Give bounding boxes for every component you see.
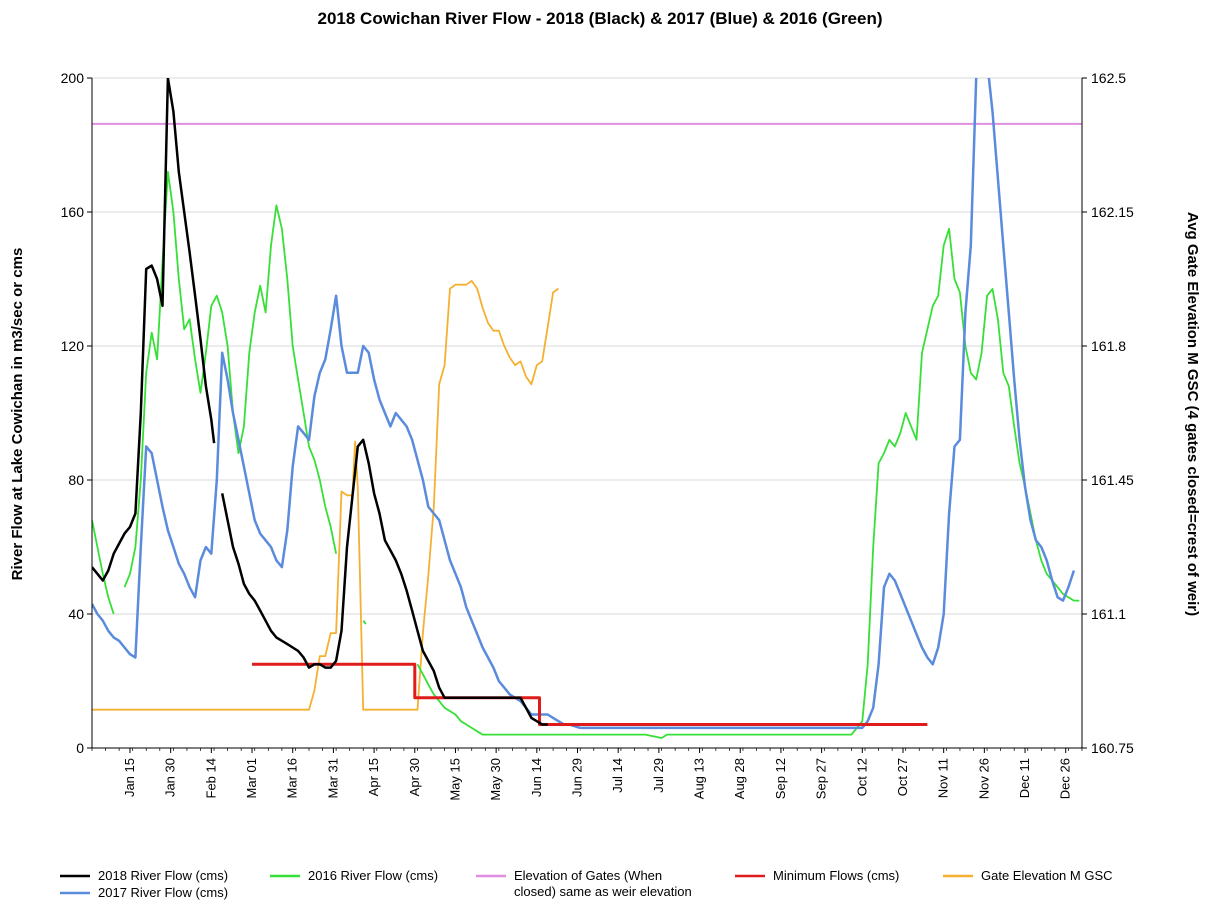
y2-tick-label: 161.8	[1091, 338, 1126, 354]
y-tick-label: 80	[68, 472, 84, 488]
series-line-2016-river-flow-cms	[362, 620, 367, 625]
y-tick-label: 200	[61, 70, 85, 86]
series-line-2016-river-flow-cms	[123, 170, 337, 588]
legend-label: Minimum Flows (cms)	[773, 868, 899, 883]
y2-tick-label: 162.15	[1091, 204, 1134, 220]
y2-tick-label: 161.1	[1091, 606, 1126, 622]
x-tick-label: Dec 11	[1017, 758, 1032, 798]
y2-tick-label: 160.75	[1091, 740, 1134, 756]
series-line-2018-river-flow-cms	[220, 438, 548, 726]
grid	[92, 77, 1082, 749]
y-tick-label: 160	[61, 204, 85, 220]
legend-label: 2018 River Flow (cms)	[98, 868, 228, 883]
y2-axis-label: Avg Gate Elevation M GSC (4 gates closed…	[1184, 212, 1201, 616]
x-tick-label: Oct 27	[895, 758, 910, 796]
x-tick-label: Aug 28	[732, 758, 747, 799]
series-line-gate-elevation-m-gsc	[92, 280, 560, 711]
x-tick-label: Jan 15	[122, 758, 137, 797]
chart-title: 2018 Cowichan River Flow - 2018 (Black) …	[318, 9, 883, 28]
x-tick-label: Oct 12	[854, 758, 869, 796]
series-line-2018-river-flow-cms	[92, 78, 216, 582]
legend-label-line2: closed) same as weir elevation	[514, 884, 692, 899]
x-tick-label: Mar 16	[285, 758, 300, 798]
x-tick-label: Nov 26	[976, 758, 991, 799]
x-tick-label: Jun 14	[529, 758, 544, 797]
y-tick-label: 0	[76, 740, 84, 756]
series-line-2017-river-flow-cms	[92, 78, 1076, 730]
x-tick-label: Dec 26	[1058, 758, 1073, 799]
y-axis-label: River Flow at Lake Cowichan in m3/sec or…	[9, 248, 26, 581]
x-tick-label: Jul 29	[651, 758, 666, 793]
x-tick-label: Mar 01	[244, 758, 259, 798]
legend: 2018 River Flow (cms) 2016 River Flow (cm…	[60, 868, 1113, 900]
x-tick-label: Apr 30	[407, 758, 422, 796]
x-tick-label: Mar 31	[325, 758, 340, 798]
legend-label: Gate Elevation M GSC	[981, 868, 1113, 883]
series-line-2016-river-flow-cms	[416, 227, 1080, 739]
legend-label: 2017 River Flow (cms)	[98, 885, 228, 900]
y2-tick-label: 161.45	[1091, 472, 1134, 488]
series-line-2016-river-flow-cms	[92, 520, 115, 615]
x-tick-label: Sep 12	[773, 758, 788, 799]
x-tick-label: May 15	[447, 758, 462, 801]
x-tick-label: Jan 30	[163, 758, 178, 797]
y-tick-label: 120	[61, 338, 85, 354]
x-tick-label: May 30	[488, 758, 503, 801]
axes: 0 40 80 120 160 200 160.75 161.1 161.45 161.8 162.…	[61, 70, 1134, 801]
x-tick-label: Sep 27	[814, 758, 829, 799]
x-tick-label: Jul 14	[610, 758, 625, 793]
x-tick-label: Jun 29	[570, 758, 585, 797]
x-tick-label: Apr 15	[366, 758, 381, 796]
plot-area	[92, 78, 1082, 739]
y2-tick-label: 162.5	[1091, 70, 1126, 86]
y-tick-label: 40	[68, 606, 84, 622]
legend-label: 2016 River Flow (cms)	[308, 868, 438, 883]
x-tick-label: Aug 13	[692, 758, 707, 799]
x-tick-label: Feb 14	[203, 758, 218, 798]
x-tick-label: Nov 11	[936, 758, 951, 798]
legend-label: Elevation of Gates (When	[514, 868, 662, 883]
series-line-minimum-flows-cms	[252, 662, 928, 726]
